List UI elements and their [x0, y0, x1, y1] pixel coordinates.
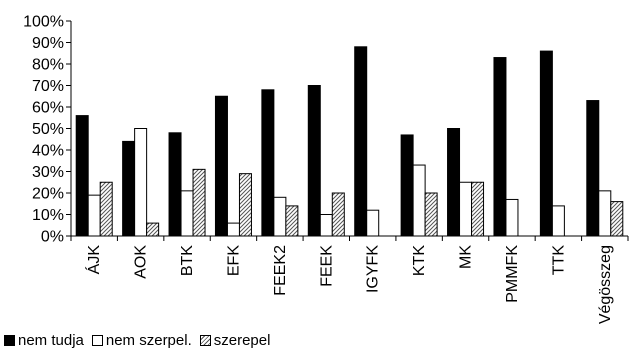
y-tick-label: 30% — [32, 164, 64, 181]
y-tick-label: 60% — [32, 100, 64, 117]
y-tick-label: 90% — [32, 35, 64, 52]
bar-nem-szerpel-0 — [87, 194, 101, 237]
bar-nem-tudja-8 — [447, 128, 461, 237]
y-tick-label: 70% — [32, 78, 64, 95]
y-tick-label: 40% — [32, 143, 64, 160]
x-tick-label: TTK — [550, 245, 567, 276]
bar-szerepel-3 — [238, 173, 252, 237]
bar-nem-szerpel-6 — [366, 209, 380, 237]
bar-nem-szerpel-11 — [598, 190, 612, 237]
bar-szerepel-1 — [146, 222, 160, 237]
legend-label-nem-szerpel: nem szerpel. — [105, 332, 192, 349]
y-tick-label: 0% — [41, 229, 64, 246]
x-tick-label: FEEK — [318, 245, 335, 287]
bar-nem-szerpel-10 — [551, 205, 565, 237]
legend-label-szerepel: szerepel — [213, 332, 271, 349]
x-tick-label: IGYFK — [365, 245, 382, 293]
bar-nem-tudja-11 — [586, 100, 600, 237]
bar-szerepel-0 — [99, 181, 113, 237]
legend-swatch-hatched — [199, 335, 211, 346]
bar-nem-szerpel-9 — [505, 198, 519, 237]
bar-nem-tudja-2 — [168, 132, 182, 237]
legend-label-nem-tudja: nem tudja — [18, 332, 84, 349]
bar-nem-tudja-7 — [400, 134, 414, 237]
bar-nem-szerpel-3 — [226, 222, 240, 237]
bar-nem-tudja-9 — [493, 57, 507, 237]
bar-nem-tudja-4 — [261, 89, 275, 237]
x-tick-label: FEEK2 — [272, 245, 289, 296]
y-tick-label: 20% — [32, 186, 64, 203]
bar-szerepel-11 — [610, 201, 624, 237]
x-tick-label: EFK — [225, 245, 242, 276]
bar-nem-szerpel-4 — [273, 196, 287, 237]
legend: nem tudja nem szerpel. szerepel — [4, 332, 278, 349]
bar-szerepel-5 — [331, 192, 345, 237]
bar-nem-tudja-10 — [539, 50, 553, 237]
legend-swatch-empty — [91, 335, 103, 346]
x-tick-label: BTK — [179, 245, 196, 276]
x-tick-label: PMMFK — [504, 245, 521, 303]
bar-nem-szerpel-1 — [134, 128, 148, 237]
bar-szerepel-2 — [192, 168, 206, 237]
x-tick-label: ÁJK — [84, 245, 103, 275]
bar-nem-szerpel-7 — [412, 164, 426, 237]
y-tick-label: 10% — [32, 207, 64, 224]
y-tick-label: 100% — [23, 14, 64, 31]
y-tick-label: 50% — [32, 121, 64, 138]
bar-szerepel-7 — [424, 192, 438, 237]
bar-nem-tudja-6 — [354, 46, 368, 237]
legend-item-nem-szerpel: nem szerpel. — [91, 332, 192, 349]
legend-item-nem-tudja: nem tudja — [4, 332, 84, 349]
bar-nem-tudja-3 — [214, 95, 228, 237]
bar-nem-tudja-1 — [122, 140, 136, 237]
bar-nem-tudja-0 — [75, 115, 89, 237]
bar-szerepel-4 — [285, 205, 299, 237]
bar-nem-szerpel-5 — [319, 214, 333, 237]
x-tick-label: Végösszeg — [597, 245, 614, 324]
y-tick-label: 80% — [32, 57, 64, 74]
legend-swatch-solid — [4, 335, 15, 346]
bar-nem-szerpel-2 — [180, 190, 194, 237]
legend-item-szerepel: szerepel — [199, 332, 271, 349]
x-tick-label: AOK — [133, 245, 150, 279]
x-tick-label: KTK — [411, 245, 428, 276]
bar-nem-tudja-5 — [307, 85, 321, 237]
x-tick-label: MK — [458, 245, 475, 269]
bar-szerepel-8 — [471, 181, 485, 237]
bar-nem-szerpel-8 — [459, 181, 473, 237]
